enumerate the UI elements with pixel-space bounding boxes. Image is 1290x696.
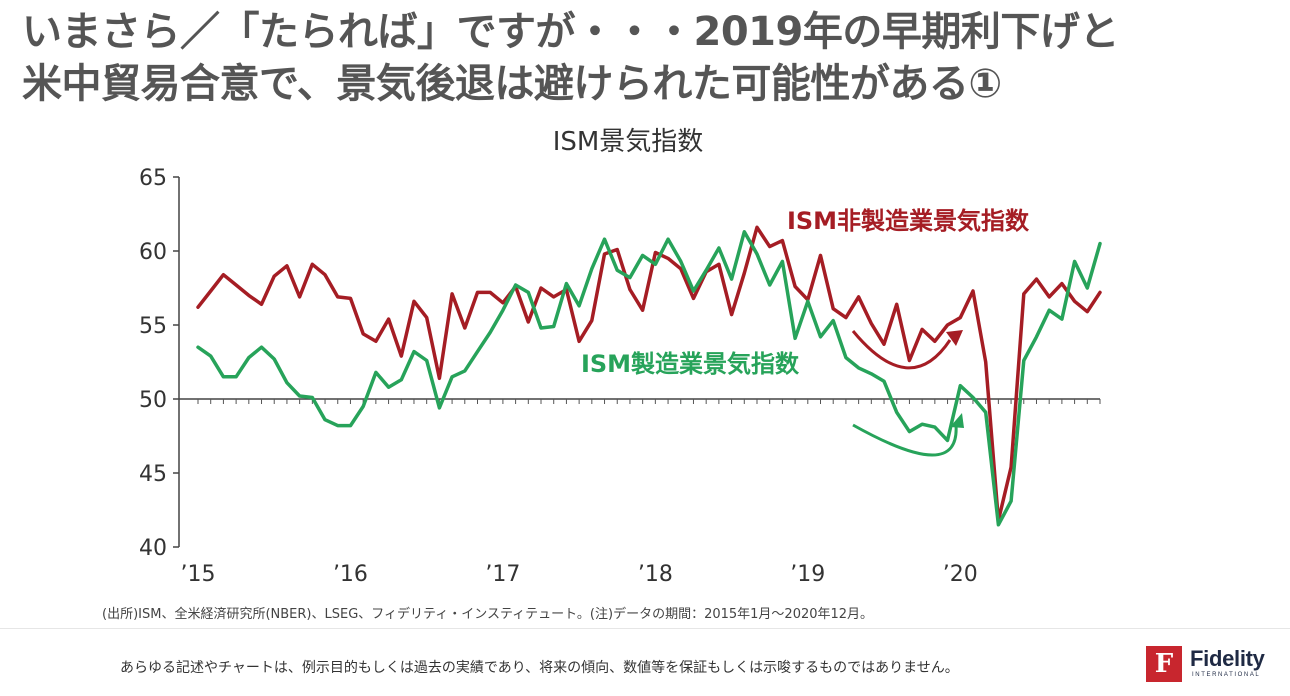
source-note: (出所)ISM、全米経済研究所(NBER)、LSEG、フィデリティ・インスティテ… — [102, 607, 874, 622]
series-label-manufacturing: ISM製造業景気指数 — [581, 350, 800, 378]
ism-chart: ISM景気指数 65 60 55 50 45 40 ’15 ’16 ’17 ’18 ’19 ’20 I… — [139, 127, 1102, 587]
headline: いまさら／「たられば」ですが・・・2019年の早期利下げと 米中貿易合意で、景気… — [22, 6, 1272, 110]
series-non-manufacturing-line — [196, 225, 1102, 523]
x-tick-label: ’16 — [333, 562, 368, 587]
x-tick-label: ’20 — [943, 562, 978, 587]
y-tick-label: 40 — [139, 536, 167, 561]
x-tick-label: ’18 — [638, 562, 673, 587]
y-tick-label: 55 — [139, 314, 167, 339]
y-tick-label: 45 — [139, 462, 167, 487]
manufacturing-arrowhead — [950, 413, 964, 428]
fidelity-logo-sub: INTERNATIONAL — [1192, 672, 1261, 678]
trend-arrows — [851, 330, 964, 457]
fidelity-logo-name: Fidelity — [1190, 646, 1265, 671]
x-tick-label: ’15 — [181, 562, 216, 587]
disclaimer: あらゆる記述やチャートは、例示目的もしくは過去の実績であり、将来の傾向、数値等を… — [120, 660, 959, 676]
headline-line-1: いまさら／「たられば」ですが・・・2019年の早期利下げと — [22, 9, 1119, 55]
x-tick-label: ’17 — [485, 562, 520, 587]
headline-line-2: 米中貿易合意で、景気後退は避けられた可能性がある① — [22, 61, 1002, 107]
series-label-non-manufacturing: ISM非製造業景気指数 — [787, 207, 1030, 235]
y-tick-label: 65 — [139, 166, 167, 191]
fidelity-logo: F Fidelity INTERNATIONAL — [1146, 646, 1270, 682]
y-tick-label: 50 — [139, 388, 167, 413]
footer-divider — [0, 628, 1290, 629]
chart-title: ISM景気指数 — [553, 127, 704, 157]
non-manufacturing-trend-arrow — [851, 330, 952, 370]
y-tick-label: 60 — [139, 240, 167, 265]
non-manufacturing-arrowhead — [946, 330, 963, 346]
fidelity-logo-icon: F — [1146, 646, 1182, 682]
manufacturing-trend-arrow — [852, 423, 958, 457]
x-tick-label: ’19 — [790, 562, 825, 587]
series-manufacturing-line — [196, 230, 1102, 527]
